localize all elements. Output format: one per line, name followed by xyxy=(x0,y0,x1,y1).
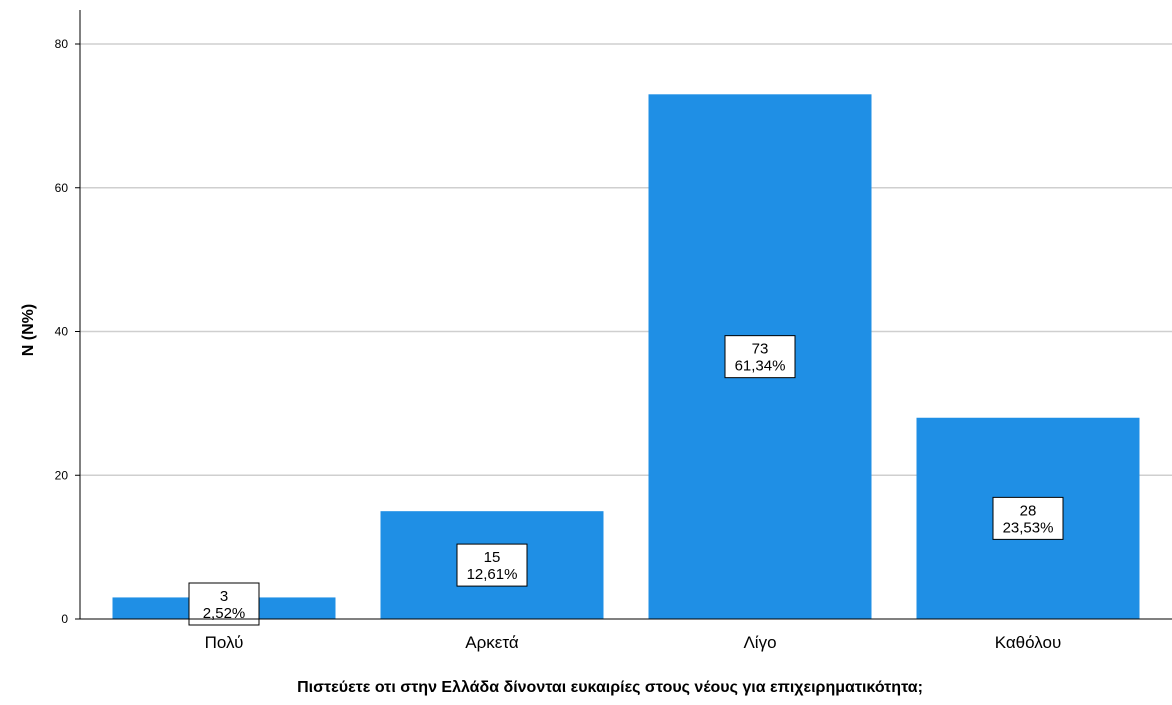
y-tick-label: 0 xyxy=(61,612,68,626)
data-label-percent: 2,52% xyxy=(203,605,246,622)
y-tick-label: 60 xyxy=(55,181,69,195)
bars xyxy=(112,94,1140,619)
data-label-box xyxy=(992,496,1064,540)
x-category-label: Λίγο xyxy=(743,633,776,652)
data-label-count: 28 xyxy=(1020,502,1037,519)
gridlines xyxy=(80,43,1172,476)
x-axis-categories: Πολύ Αρκετά Λίγο Καθόλου xyxy=(205,633,1062,652)
data-label-box xyxy=(724,335,796,379)
y-axis-title: N (N%) xyxy=(20,304,37,356)
y-tick-label: 40 xyxy=(55,325,69,339)
x-category-label: Αρκετά xyxy=(465,633,519,652)
data-label-percent: 12,61% xyxy=(467,566,518,583)
x-category-label: Πολύ xyxy=(205,633,244,652)
data-label-count: 3 xyxy=(220,588,228,605)
x-category-label: Καθόλου xyxy=(995,633,1062,652)
data-label-count: 15 xyxy=(484,549,501,566)
data-label-box xyxy=(456,543,528,587)
x-axis-title: Πιστεύετε οτι στην Ελλάδα δίνονται ευκαι… xyxy=(297,679,923,696)
data-label-percent: 23,53% xyxy=(1003,519,1054,536)
data-label-box xyxy=(188,582,260,626)
data-label-count: 73 xyxy=(752,341,769,358)
y-tick-label: 20 xyxy=(55,468,69,482)
y-tick-label: 80 xyxy=(55,37,69,51)
data-label-percent: 61,34% xyxy=(735,358,786,375)
y-axis-ticks: 0 20 40 60 80 xyxy=(55,37,80,626)
